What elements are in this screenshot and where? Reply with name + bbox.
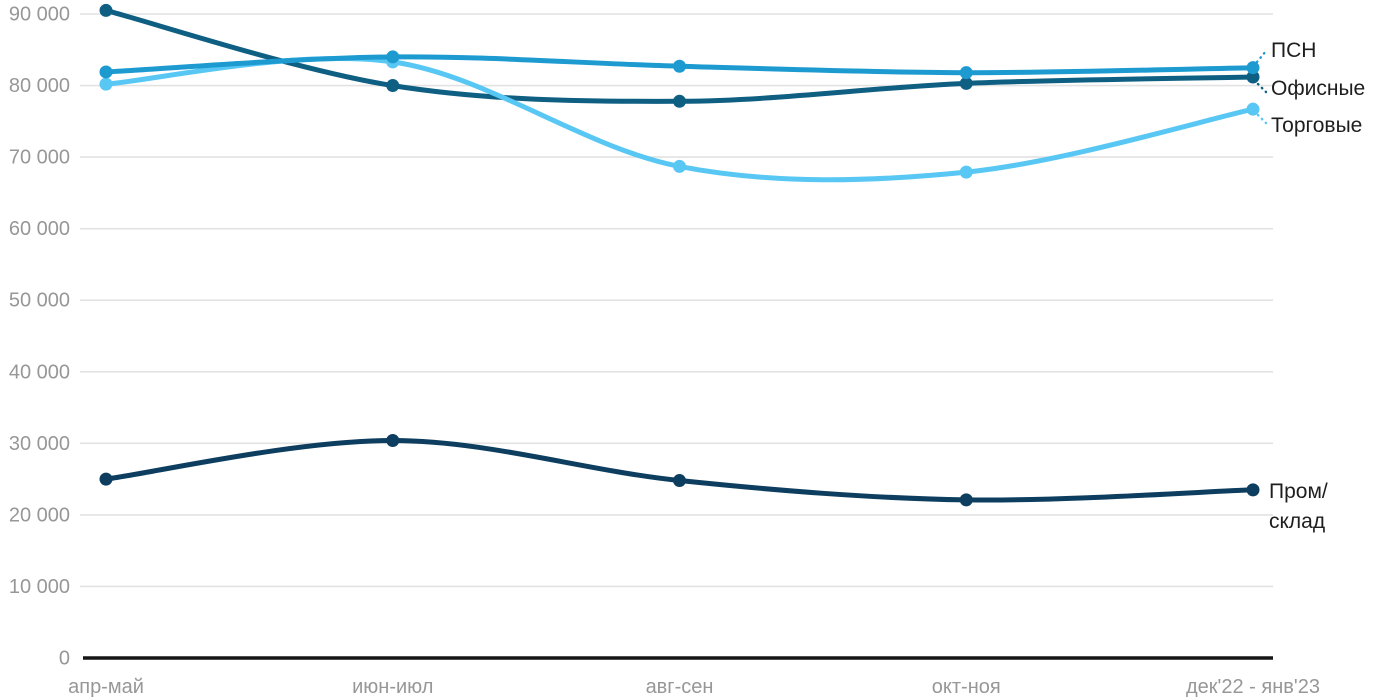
x-axis-label: авг-сен [646,676,714,698]
data-point-ofisnye [959,76,973,90]
data-point-torgovye [959,165,973,179]
data-point-psn [99,65,113,79]
series-line-ofisnye [103,7,1256,104]
y-axis-tick-label: 80 000 [9,75,70,97]
y-axis-tick-label: 30 000 [9,433,70,455]
data-point-torgovye [99,77,113,91]
data-point-ofisnye [1246,70,1260,84]
x-axis-label: июн-июл [352,676,433,698]
y-axis-tick-label: 40 000 [9,361,70,383]
data-point-prom-sklad [1246,483,1260,497]
legend-connector-psn [1255,49,1268,64]
y-axis-tick-label: 60 000 [9,218,70,240]
x-axis-label: апр-май [68,676,144,698]
data-point-ofisnye [99,3,113,17]
y-axis-tick-label: 20 000 [9,504,70,526]
series-label-prom-sklad: Пром/склад [1269,480,1328,533]
y-axis-tick-label: 10 000 [9,576,70,598]
data-point-psn [386,50,400,64]
series-label-torgovye: Торговые [1271,114,1363,137]
data-point-torgovye [1246,102,1260,116]
series-line-prom-sklad [103,437,1256,503]
data-point-psn [959,66,973,80]
data-point-prom-sklad [673,474,686,488]
y-axis-tick-label: 50 000 [9,290,70,312]
data-point-ofisnye [386,79,400,93]
y-axis-tick-label: 70 000 [9,147,70,169]
x-axis-label: дек'22 - янв'23 [1186,676,1320,698]
series-label-ofisnye: Офисные [1271,77,1366,100]
series-label-psn: ПСН [1271,39,1317,62]
x-axis-label: окт-ноя [932,676,1001,698]
data-point-torgovye [673,159,686,173]
data-point-prom-sklad [99,472,113,486]
legend-connector-ofisnye [1256,82,1268,94]
data-point-prom-sklad [959,493,973,507]
data-point-psn [673,59,686,73]
y-axis-tick-label: 90 000 [9,4,70,26]
legend-connector-torgovye [1256,113,1268,125]
data-point-psn [1246,61,1260,75]
y-axis-tick-label: 0 [59,648,70,670]
data-point-prom-sklad [386,433,400,447]
data-point-ofisnye [673,94,686,108]
